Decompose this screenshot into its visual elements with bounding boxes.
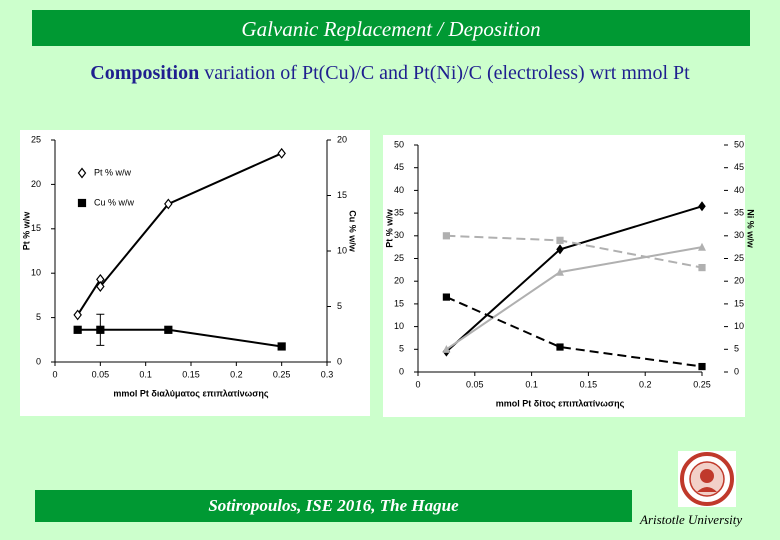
y-tick-label: 10 — [394, 321, 404, 331]
y-tick-label: 20 — [394, 276, 404, 286]
marker — [698, 201, 706, 212]
header: Galvanic Replacement / Deposition — [32, 10, 750, 46]
marker — [698, 263, 706, 272]
y2-tick-label: 5 — [734, 344, 739, 354]
y2-tick-label: 0 — [337, 356, 342, 366]
y2-tick-label: 50 — [734, 139, 744, 149]
series-line — [77, 328, 282, 348]
marker — [164, 325, 173, 334]
x-tick-label: 0.05 — [92, 369, 110, 379]
marker — [698, 242, 706, 251]
y2-tick-label: 0 — [734, 366, 739, 376]
y2-tick-label: 35 — [734, 207, 744, 217]
y-tick-label: 50 — [394, 139, 404, 149]
x-tick-label: 0.2 — [230, 369, 243, 379]
marker — [73, 309, 82, 321]
legend-marker — [77, 167, 87, 179]
y2-tick-label: 5 — [337, 301, 342, 311]
y-tick-label: 5 — [36, 312, 41, 322]
y2-tick-label: 40 — [734, 185, 744, 195]
x-tick-label: 0 — [52, 369, 57, 379]
y2-tick-label: 15 — [734, 298, 744, 308]
marker — [556, 343, 564, 351]
y-tick-label: 20 — [31, 179, 41, 189]
subtitle: Composition variation of Pt(Cu)/C and Pt(… — [40, 60, 740, 86]
marker — [442, 232, 450, 240]
y2-tick-label: 10 — [337, 245, 347, 255]
legend-label: Cu % w/w — [94, 197, 135, 207]
chart-panel — [20, 130, 370, 416]
x-axis-label: mmol Pt διαλύματος επιπλατίνωσης — [113, 388, 269, 398]
marker — [277, 342, 286, 351]
marker — [698, 362, 706, 371]
y2-axis-label: Cu % w/w — [348, 210, 358, 253]
legend-marker — [77, 198, 87, 208]
x-tick-label: 0.25 — [273, 369, 291, 379]
affiliation: Aristotle University — [640, 512, 743, 527]
y-tick-label: 25 — [31, 134, 41, 144]
x-tick-label: 0.15 — [182, 369, 200, 379]
y-tick-label: 15 — [31, 223, 41, 233]
marker — [442, 293, 450, 301]
subtitle-text: variation of Pt(Cu)/C and Pt(Ni)/C (elec… — [204, 62, 690, 84]
marker — [73, 325, 82, 334]
x-tick-label: 0.05 — [466, 379, 484, 389]
footer: Sotiropoulos, ISE 2016, The Hague — [35, 490, 632, 522]
y-tick-label: 15 — [394, 298, 404, 308]
y-tick-label: 25 — [394, 253, 404, 263]
y2-tick-label: 15 — [337, 190, 347, 200]
x-tick-label: 0.15 — [580, 379, 598, 389]
y-tick-label: 40 — [394, 185, 404, 195]
y2-axis-label: Ni % w/w — [746, 209, 756, 249]
y-axis-label: Pt % w/w — [384, 208, 394, 248]
y-tick-label: 0 — [399, 366, 404, 376]
x-axis-label: mmol Pt δίτος επιπλατίνωσης — [496, 398, 625, 408]
marker — [96, 325, 105, 334]
chart-panel — [383, 135, 745, 417]
y2-tick-label: 20 — [337, 134, 347, 144]
legend-label: Pt % w/w — [94, 167, 132, 177]
marker — [96, 281, 105, 292]
x-tick-label: 0.1 — [139, 369, 152, 379]
marker — [164, 198, 173, 210]
y2-tick-label: 10 — [734, 321, 744, 331]
y-tick-label: 30 — [394, 230, 404, 240]
marker — [277, 147, 286, 159]
y-axis-label: Pt % w/w — [21, 211, 31, 251]
y-tick-label: 5 — [399, 344, 404, 354]
university-logo — [678, 451, 736, 507]
y2-tick-label: 45 — [734, 162, 744, 172]
marker — [442, 344, 451, 353]
marker — [556, 236, 564, 244]
y-tick-label: 35 — [394, 207, 404, 217]
x-tick-label: 0.2 — [639, 379, 652, 389]
x-tick-label: 0 — [415, 379, 420, 389]
y2-tick-label: 25 — [734, 253, 744, 263]
y2-tick-label: 30 — [734, 230, 744, 240]
marker — [556, 244, 564, 255]
x-tick-label: 0.1 — [525, 379, 538, 389]
y-tick-label: 45 — [394, 162, 404, 172]
y2-tick-label: 20 — [734, 276, 744, 286]
y-tick-label: 0 — [36, 356, 41, 366]
subtitle-bold: Composition — [90, 62, 200, 84]
x-tick-label: 0.25 — [693, 379, 711, 389]
marker — [556, 267, 564, 276]
y-tick-label: 10 — [31, 268, 41, 278]
x-tick-label: 0.3 — [321, 369, 334, 379]
